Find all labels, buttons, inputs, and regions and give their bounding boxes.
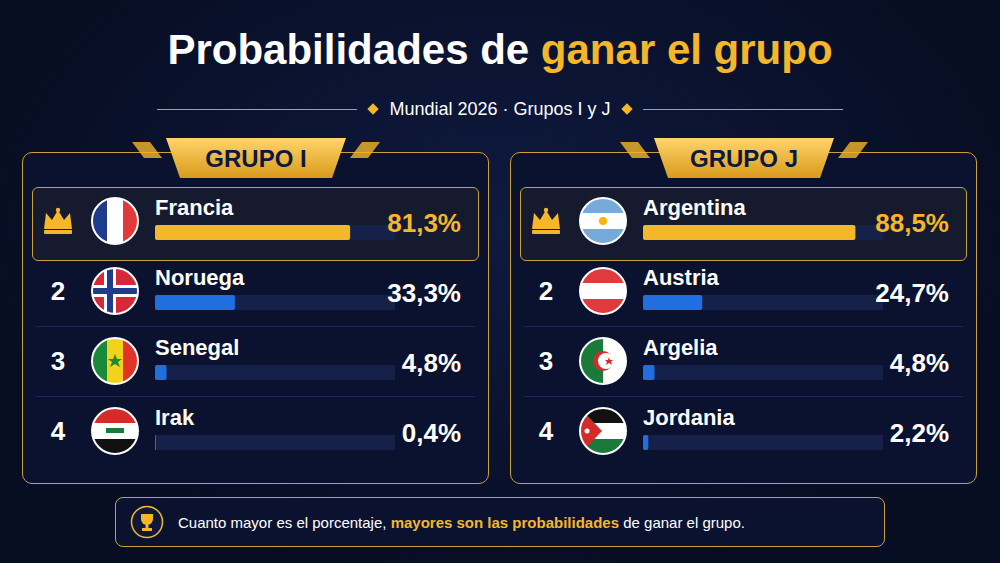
svg-text:81,3%: 81,3% — [387, 208, 461, 238]
svg-text:33,3%: 33,3% — [387, 278, 461, 308]
html-text:4: 4 — [538, 415, 554, 446]
html-text:2: 2 — [538, 275, 554, 306]
html-text:3: 3 — [50, 345, 66, 376]
svg-text:4,8%: 4,8% — [890, 348, 949, 378]
svg-text:88,5%: 88,5% — [875, 208, 949, 238]
svg-text:0,4%: 0,4% — [402, 418, 461, 448]
html-text:Jordania: Jordania — [643, 405, 735, 430]
html-text:Mundial 2026 · Grupos I y J: Mundial 2026 · Grupos I y J — [389, 98, 611, 119]
html-text:2: 2 — [50, 275, 66, 306]
html-text:Irak: Irak — [155, 405, 195, 430]
svg-text:24,7%: 24,7% — [875, 278, 949, 308]
svg-text:GRUPO I: GRUPO I — [205, 145, 306, 172]
html-text:Cuanto mayor es el porcentaje,: Cuanto mayor es el porcentaje, mayores s… — [178, 513, 745, 531]
html-text:Argentina: Argentina — [643, 195, 746, 220]
html-text:Probabilidades de ganar el gru: Probabilidades de ganar el grupo — [167, 26, 833, 73]
html-text:Austria: Austria — [643, 265, 719, 290]
html-text:Noruega: Noruega — [155, 265, 245, 290]
html-text:3: 3 — [538, 345, 554, 376]
html-text:Francia: Francia — [155, 195, 234, 220]
svg-text:2,2%: 2,2% — [890, 418, 949, 448]
html-text:Argelia: Argelia — [643, 335, 718, 360]
html-text:Senegal: Senegal — [155, 335, 240, 360]
html-text:4: 4 — [50, 415, 66, 446]
svg-text:4,8%: 4,8% — [402, 348, 461, 378]
svg-text:GRUPO J: GRUPO J — [689, 145, 797, 172]
